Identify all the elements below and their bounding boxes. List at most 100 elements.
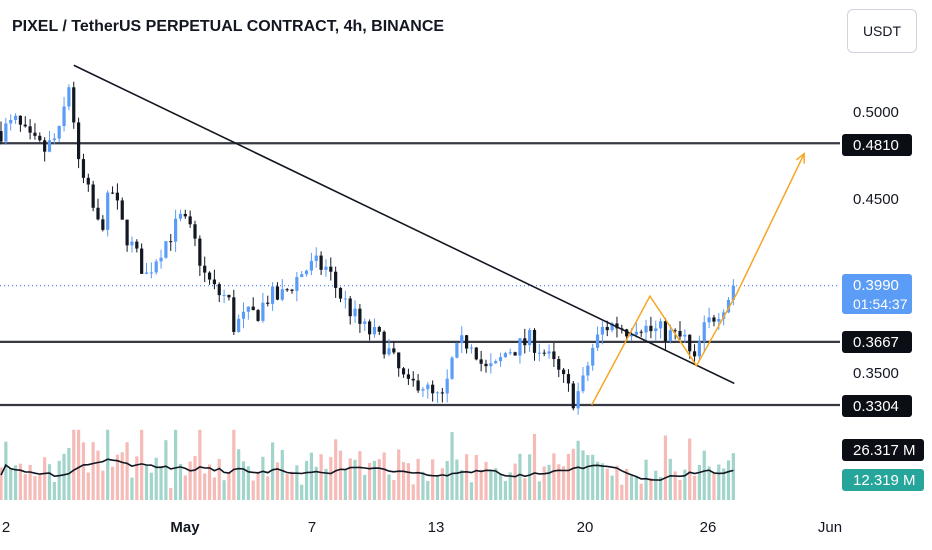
candle-body <box>159 257 163 262</box>
volume-bar <box>523 478 527 500</box>
candle-body <box>659 321 663 329</box>
volume-bar <box>159 466 163 500</box>
volume-bar <box>731 453 735 500</box>
volume-bar <box>314 466 318 500</box>
volume-bar <box>591 454 595 500</box>
volume-bar <box>683 469 687 500</box>
candle-body <box>372 326 377 335</box>
candle-body <box>489 363 493 367</box>
volume-pane <box>0 429 735 500</box>
candle-body <box>508 352 512 354</box>
candle-body <box>261 302 265 321</box>
price-axis: 0.50000.45000.35000.48100.399001:54:370.… <box>842 104 924 491</box>
candle-body <box>115 192 119 201</box>
volume-bar <box>498 473 503 500</box>
volume-bar <box>237 449 241 500</box>
volume-bar <box>212 477 216 500</box>
volume-bar <box>33 476 37 500</box>
volume-bar <box>358 451 362 500</box>
candle-body <box>426 384 430 390</box>
candle-body <box>91 184 95 208</box>
candle-body <box>586 365 590 376</box>
volume-bar <box>508 472 512 500</box>
volume-bar <box>353 459 357 500</box>
volume-bar <box>266 476 270 500</box>
volume-bar <box>615 465 619 500</box>
price-label: 0.4810 <box>842 134 912 156</box>
candle-body <box>382 331 386 355</box>
volume-bar <box>445 461 449 500</box>
candle-body <box>62 106 66 127</box>
volume-bar <box>4 441 8 500</box>
currency-button[interactable]: USDT <box>847 9 917 53</box>
volume-bar <box>566 453 571 500</box>
candle-body <box>256 310 260 321</box>
volume-bar <box>610 475 614 500</box>
volume-bar <box>528 454 532 500</box>
candle-body <box>717 318 721 322</box>
volume-bar <box>319 454 323 500</box>
candle-body <box>731 285 735 301</box>
candle-body <box>358 308 362 324</box>
candle-body <box>271 286 275 304</box>
downtrend-line <box>73 64 735 385</box>
price-tick-label: 0.4500 <box>853 191 899 208</box>
volume-bar <box>295 465 299 500</box>
volume-bar <box>169 487 173 500</box>
candle-body <box>9 119 13 124</box>
volume-bar <box>692 475 697 500</box>
candle-body <box>581 375 585 392</box>
candle-body <box>96 207 100 220</box>
volume-bar <box>106 429 110 500</box>
candle-body <box>207 272 212 280</box>
candle-body <box>571 383 575 409</box>
volume-bar <box>300 484 304 500</box>
candle-body <box>353 308 357 317</box>
time-tick-label: May <box>170 519 200 536</box>
price-label-text: 0.3667 <box>853 334 899 351</box>
volume-bar <box>702 450 706 500</box>
candle-body <box>314 255 318 261</box>
volume-bar <box>28 465 32 500</box>
volume-bar <box>140 429 144 500</box>
candle-body <box>304 270 309 275</box>
volume-bar <box>251 480 255 500</box>
volume-bar <box>537 481 541 500</box>
candle-body <box>135 241 139 249</box>
candle-body <box>38 135 42 141</box>
volume-bar <box>135 456 139 500</box>
candle-body <box>232 297 236 332</box>
candle-body <box>692 351 697 357</box>
volume-bar <box>557 464 561 500</box>
volume-bar <box>309 452 313 500</box>
volume-bar <box>338 450 343 500</box>
candle-body <box>450 357 454 379</box>
volume-bar <box>193 455 197 500</box>
time-axis: 2 May 7 13 20 26 Jun <box>2 519 842 536</box>
candle-body <box>0 131 3 142</box>
candle-body <box>81 159 86 178</box>
candle-body <box>479 359 483 364</box>
candle-body <box>266 302 270 304</box>
price-label-text: 0.3304 <box>853 398 899 415</box>
candle-body <box>144 272 149 274</box>
candle-body <box>712 317 716 322</box>
candle-body <box>363 321 367 324</box>
candle-body <box>547 351 551 354</box>
candle-body <box>227 294 231 298</box>
candle-body <box>494 361 498 364</box>
volume-bar <box>717 464 721 500</box>
candle-body <box>334 271 338 288</box>
candle-body <box>52 138 56 141</box>
volume-bar <box>222 480 226 500</box>
volume-bar <box>431 459 435 500</box>
projection-path <box>591 153 805 406</box>
candle-body <box>605 326 609 331</box>
volume-bar <box>634 477 638 500</box>
candle-body <box>411 378 415 381</box>
candle-body <box>397 352 401 369</box>
volume-bar <box>387 474 391 500</box>
volume-bar <box>460 469 464 500</box>
volume-bar <box>348 458 352 500</box>
